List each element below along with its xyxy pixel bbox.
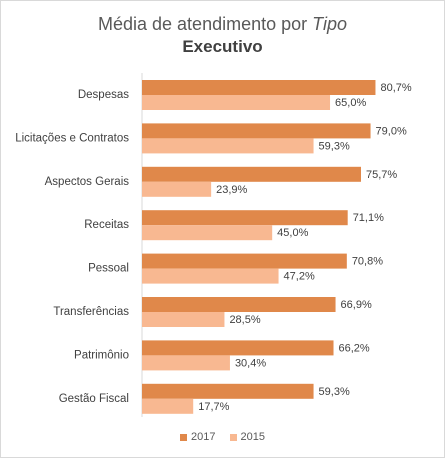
chart-title: Média de atendimento por Tipo xyxy=(1,13,444,35)
data-label-2017: 71,1% xyxy=(353,212,384,224)
data-label-2015: 23,9% xyxy=(216,184,247,196)
data-label-2015: 59,3% xyxy=(319,140,350,152)
legend-swatch-2015 xyxy=(229,433,237,441)
category-label: Pessoal xyxy=(88,263,129,275)
bar-2015 xyxy=(142,181,212,197)
category-label: Gestão Fiscal xyxy=(59,393,129,405)
bar-2017 xyxy=(142,253,347,269)
category-label: Transferências xyxy=(53,306,129,318)
data-label-2017: 66,2% xyxy=(339,342,370,354)
bar-2015 xyxy=(142,95,331,110)
chart-title-prefix: Média de atendimento por xyxy=(98,14,313,34)
category-label: Despesas xyxy=(78,89,129,101)
chart-subtitle: Executivo xyxy=(182,37,263,56)
bar-2015 xyxy=(142,398,194,414)
bar-2017 xyxy=(142,297,336,312)
bar-2015 xyxy=(142,268,279,284)
legend-label-2015: 2015 xyxy=(240,431,265,443)
chart-title-emphasis: Tipo xyxy=(312,14,347,34)
bar-2015 xyxy=(142,355,230,371)
category-label: Patrimônio xyxy=(74,349,129,361)
data-label-2015: 65,0% xyxy=(335,97,366,109)
data-label-2017: 80,7% xyxy=(380,82,411,94)
data-label-2017: 75,7% xyxy=(366,169,397,181)
bar-2017 xyxy=(142,340,334,356)
category-label: Aspectos Gerais xyxy=(45,176,130,188)
data-label-2015: 47,2% xyxy=(284,271,315,283)
data-label-2015: 45,0% xyxy=(277,227,308,239)
data-label-2017: 59,3% xyxy=(319,386,350,398)
legend-item-2015: 2015 xyxy=(229,431,265,443)
legend-swatch-2017 xyxy=(180,433,188,441)
chart-legend: 2017 2015 xyxy=(1,431,444,443)
data-label-2015: 30,4% xyxy=(235,357,266,369)
bar-2017 xyxy=(142,383,314,399)
category-label: Receitas xyxy=(84,219,129,231)
bar-2015 xyxy=(142,312,225,327)
bar-2017 xyxy=(142,210,348,226)
legend-item-2017: 2017 xyxy=(180,431,216,443)
bar-2017 xyxy=(142,80,376,95)
bar-2017 xyxy=(142,166,362,182)
category-label: Licitações e Contratos xyxy=(15,132,129,144)
data-label-2017: 66,9% xyxy=(341,299,372,311)
bar-2017 xyxy=(142,123,371,139)
data-label-2017: 79,0% xyxy=(376,125,407,137)
data-label-2015: 17,7% xyxy=(198,401,229,413)
legend-label-2017: 2017 xyxy=(191,431,216,443)
data-label-2017: 70,8% xyxy=(352,256,383,268)
bar-2015 xyxy=(142,225,273,241)
data-label-2015: 28,5% xyxy=(229,314,260,326)
bar-2015 xyxy=(142,138,314,154)
